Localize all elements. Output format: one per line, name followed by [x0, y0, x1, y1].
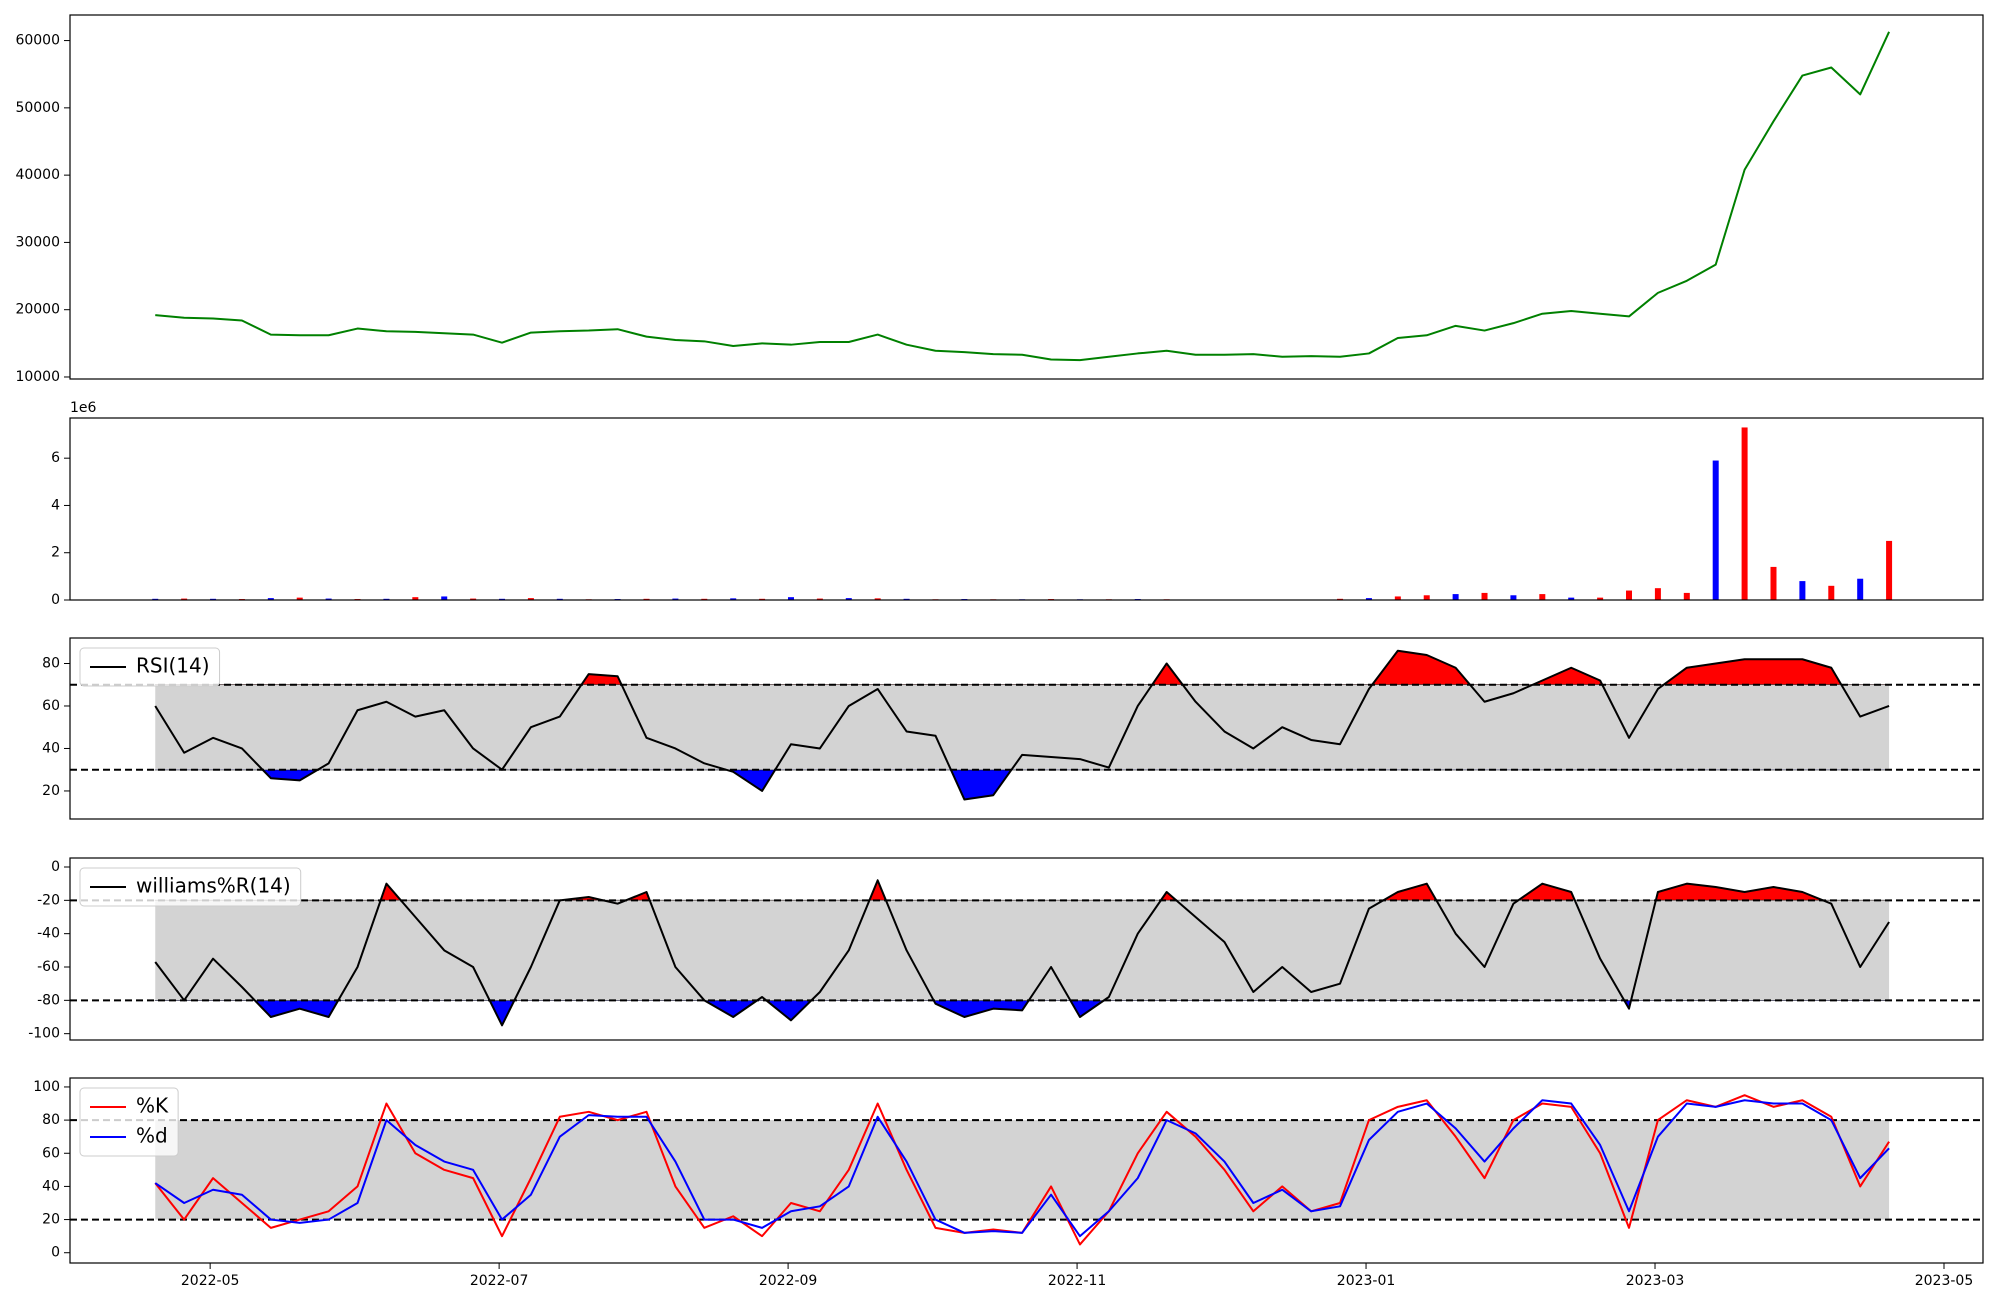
bar: [730, 598, 737, 600]
y-tick-label: 4: [51, 497, 60, 513]
bar: [1770, 566, 1777, 600]
y-tick-label: 0: [51, 592, 60, 608]
x-tick-label: 2022-05: [181, 1273, 240, 1289]
plot-frame: [69, 857, 1984, 1041]
legend-box: [79, 647, 221, 687]
bar: [1886, 540, 1893, 600]
bar: [181, 598, 188, 600]
y-tick-label: 80: [42, 1112, 60, 1128]
y-tick-label: 20: [42, 1212, 60, 1228]
bar: [787, 597, 794, 600]
bar: [1510, 595, 1517, 600]
legend: %K %d: [79, 1087, 179, 1157]
bar: [874, 598, 881, 600]
y-tick-label: 0: [51, 859, 60, 875]
y-tick-label: 6: [51, 450, 60, 466]
legend: williams%R(14): [79, 867, 302, 907]
bar: [1539, 594, 1546, 600]
bar: [1452, 594, 1459, 600]
bar: [1683, 592, 1690, 600]
y-tick-label: 20: [42, 783, 60, 799]
y-tick-label: 30000: [15, 234, 60, 250]
y-tick-label: -20: [37, 892, 60, 908]
x-tick-label: 2023-01: [1337, 1273, 1396, 1289]
y-tick-label: 60: [42, 698, 60, 714]
bar: [1481, 592, 1488, 600]
y-tick-label: 40000: [15, 167, 60, 183]
bar: [1626, 590, 1633, 600]
bar: [470, 598, 477, 600]
y-tick-label: 80: [42, 655, 60, 671]
bar: [527, 598, 534, 600]
legend-label: %K: [136, 1094, 169, 1118]
bar: [325, 598, 332, 600]
bar: [845, 598, 852, 600]
bar: [1423, 595, 1430, 600]
line: [154, 1099, 1890, 1238]
bar: [1654, 588, 1661, 600]
plot-frame: [69, 637, 1984, 820]
line: [154, 649, 1890, 801]
y-tick-label: 60: [42, 1145, 60, 1161]
y-tick-label: 10000: [15, 369, 60, 385]
y-tick-label: 40: [42, 1178, 60, 1194]
legend-label: %d: [136, 1124, 168, 1148]
legend-box: [79, 867, 302, 907]
bar: [1568, 597, 1575, 600]
y-tick-label: 60000: [15, 33, 60, 49]
bar: [672, 598, 679, 600]
x-tick-label: 2022-09: [759, 1273, 818, 1289]
y-tick-label: 50000: [15, 100, 60, 116]
line: [154, 879, 1890, 1027]
band: [155, 1120, 1890, 1220]
bar: [1365, 598, 1372, 600]
legend-box: [79, 1087, 179, 1157]
line: [155, 31, 1890, 362]
legend: RSI(14): [79, 647, 221, 687]
bar: [1394, 596, 1401, 600]
y-offset-label: 1e6: [70, 400, 97, 416]
bar: [1857, 578, 1864, 600]
x-tick-label: 2022-07: [470, 1273, 529, 1289]
bar: [412, 597, 419, 600]
bar: [1828, 585, 1835, 600]
band: [155, 900, 1890, 1001]
bar: [816, 598, 823, 600]
legend-label: RSI(14): [136, 654, 210, 678]
x-tick-label: 2023-05: [1915, 1273, 1974, 1289]
bar: [1712, 460, 1719, 600]
legend-label: williams%R(14): [136, 874, 291, 898]
bar: [296, 597, 303, 600]
y-tick-label: 100: [33, 1079, 60, 1095]
bar: [1741, 427, 1748, 600]
plot-frame: [69, 14, 1984, 380]
oversold-fill: [154, 1000, 1890, 1027]
plot-frame: [69, 417, 1984, 601]
bar: [441, 596, 448, 600]
bar: [267, 598, 274, 600]
x-tick-label: 2023-03: [1626, 1273, 1685, 1289]
bar: [1597, 597, 1604, 600]
y-tick-label: 0: [51, 1245, 60, 1261]
bar: [1799, 581, 1806, 600]
y-tick-label: 40: [42, 740, 60, 756]
y-tick-label: -100: [28, 1026, 60, 1042]
y-tick-label: 20000: [15, 302, 60, 318]
plot-frame: [69, 1077, 1984, 1264]
y-tick-label: -60: [37, 959, 60, 975]
band: [155, 684, 1890, 770]
y-tick-label: -80: [37, 992, 60, 1008]
y-tick-label: -40: [37, 926, 60, 942]
y-tick-label: 2: [51, 545, 60, 561]
x-tick-label: 2022-11: [1048, 1273, 1107, 1289]
